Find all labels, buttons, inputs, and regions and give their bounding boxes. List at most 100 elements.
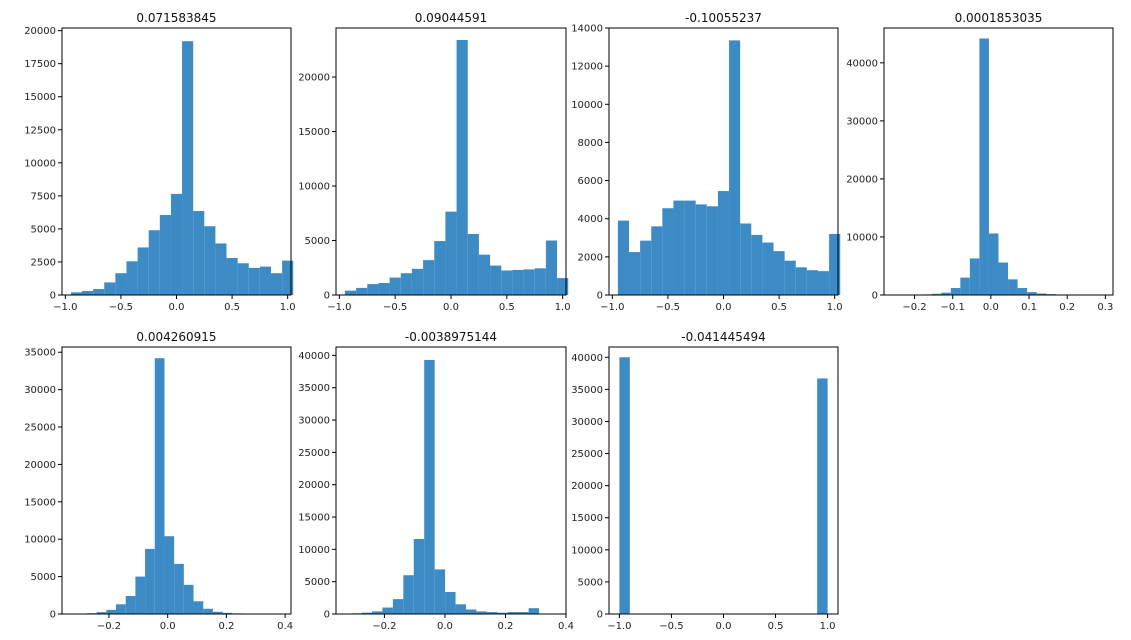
y-tick-label: 5000: [578, 577, 603, 588]
histogram-bar: [695, 204, 707, 295]
subplot-2: −1.0 −0.5 0.0 0.5 1.0 0 5000 10000 15000 20000 0.0…: [298, 11, 570, 313]
histogram-bar: [389, 277, 401, 295]
histogram-bar: [215, 243, 227, 295]
histogram-bar: [382, 607, 393, 614]
y-tick-label: 40000: [298, 351, 330, 362]
histogram-bar: [182, 41, 194, 296]
y-tick-label: 30000: [846, 116, 878, 127]
axes-frame: [61, 346, 292, 615]
x-tick-label: 0.2: [1059, 302, 1075, 313]
histogram-bar: [403, 575, 414, 614]
histogram-bar: [212, 611, 223, 614]
y-tick-label: 4000: [578, 214, 603, 225]
y-tick-label: 15000: [571, 513, 603, 524]
histogram-bar: [662, 208, 674, 295]
histogram-bar: [795, 267, 807, 295]
histogram-bar: [93, 289, 105, 295]
histogram-bar: [729, 40, 741, 296]
histogram-bar: [497, 612, 508, 614]
y-tick-label: 0: [50, 291, 56, 302]
histogram-bar: [203, 608, 213, 614]
y-tick-label: 20000: [846, 174, 878, 185]
histogram-bar: [490, 265, 502, 295]
histogram-bar: [534, 268, 546, 295]
histogram-bar: [148, 230, 160, 295]
histogram-bar: [154, 358, 165, 614]
axes-frame: [883, 27, 1114, 296]
y-tick-label: 10000: [571, 100, 603, 111]
y-tick-label: 5000: [31, 224, 56, 235]
y-tick-label: 15000: [298, 127, 330, 138]
histogram-bar: [222, 612, 233, 614]
subplot-7: −1.0 −0.5 0.0 0.5 1.0 0 5000 10000 15000 20000 250…: [571, 330, 839, 632]
axes-frame: [608, 346, 839, 615]
histogram-bar: [126, 261, 138, 295]
x-tick-label: 0.3: [1097, 302, 1113, 313]
x-tick-label: 0.2: [218, 621, 234, 632]
histogram-bar: [717, 191, 730, 295]
y-tick-label: 12500: [24, 125, 56, 136]
histogram-bar: [445, 211, 457, 295]
histogram-bar: [478, 254, 491, 295]
y-tick-label: 0: [324, 291, 330, 302]
x-tick-label: 0.5: [771, 302, 787, 313]
histogram-bar: [116, 604, 126, 614]
subplot-title: 0.071583845: [136, 11, 216, 25]
x-tick-label: 0.0: [437, 621, 453, 632]
x-tick-label: 1.0: [820, 621, 836, 632]
y-tick-label: 0: [597, 291, 603, 302]
x-tick-label: −1.0: [607, 621, 631, 632]
x-tick-label: −0.5: [109, 302, 133, 313]
y-tick-label: 0: [597, 610, 603, 621]
histogram-bar: [193, 601, 204, 614]
histogram-bar: [762, 242, 774, 295]
x-tick-label: 0.5: [224, 302, 240, 313]
y-tick-label: 5000: [31, 572, 56, 583]
subplot-4: −0.2 −0.1 0.0 0.1 0.2 0.3 0 10000 20000 30000 4000…: [846, 11, 1114, 313]
x-tick-label: −0.2: [97, 621, 121, 632]
x-tick-label: −0.2: [902, 302, 926, 313]
histogram-bar: [507, 612, 519, 614]
histogram-bar: [135, 576, 146, 614]
x-tick-label: 0.5: [768, 621, 784, 632]
x-tick-label: −0.2: [372, 621, 396, 632]
subplot-title: 0.004260915: [136, 330, 216, 344]
histogram-bar: [1036, 293, 1047, 295]
y-tick-label: 20000: [298, 480, 330, 491]
histogram-bar: [96, 612, 107, 614]
histogram-bar: [204, 226, 216, 295]
histogram-bar: [817, 271, 830, 295]
histogram-bar: [367, 284, 379, 295]
y-tick-label: 5000: [305, 236, 330, 247]
histogram-bar: [413, 539, 425, 614]
x-tick-label: −0.5: [383, 302, 407, 313]
histogram-bar: [400, 273, 412, 295]
y-tick-label: 10000: [571, 545, 603, 556]
histogram-bar: [545, 240, 558, 295]
subplot-6: −0.2 0.0 0.2 0.4 0 5000 10000 15000 20000 25000 30…: [298, 330, 574, 632]
y-tick-label: 12000: [571, 62, 603, 73]
x-tick-label: 0.4: [558, 621, 574, 632]
histogram-bar: [960, 277, 970, 295]
histogram-bar: [617, 220, 630, 295]
x-tick-label: 1.0: [827, 302, 843, 313]
y-tick-label: 20000: [24, 26, 56, 37]
y-tick-label: 35000: [298, 383, 330, 394]
histogram-bar: [619, 357, 630, 614]
histogram-bar: [979, 38, 989, 296]
x-tick-label: 0.1: [1021, 302, 1037, 313]
histogram-bar: [125, 596, 136, 614]
x-tick-label: −0.5: [656, 302, 680, 313]
histogram-bar: [344, 290, 357, 295]
x-tick-label: −0.5: [659, 621, 683, 632]
histogram-bar: [70, 292, 83, 295]
y-tick-label: 14000: [571, 24, 603, 35]
histogram-bar: [817, 378, 828, 614]
y-tick-label: 5000: [305, 577, 330, 588]
histogram-bar: [518, 612, 529, 614]
histogram-bar: [1027, 292, 1037, 295]
axes-frame: [335, 346, 567, 615]
x-tick-label: 0.0: [160, 621, 176, 632]
histogram-bar: [512, 269, 524, 295]
